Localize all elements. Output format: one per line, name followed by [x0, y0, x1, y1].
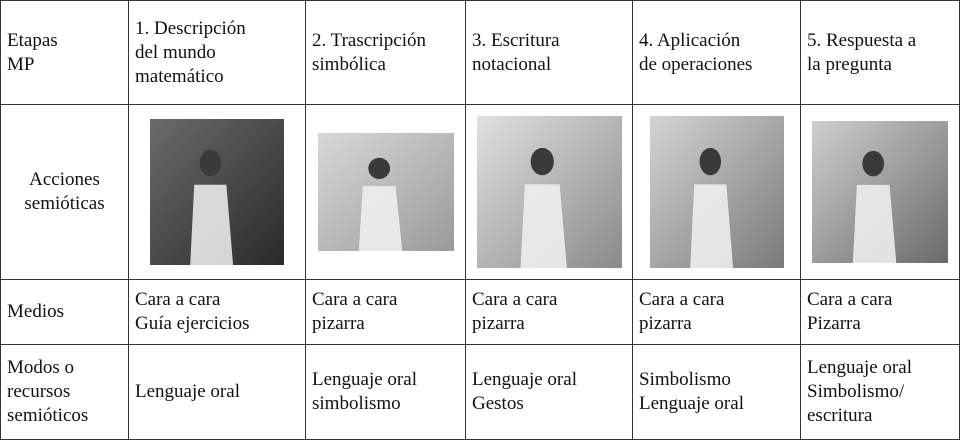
header-cell: 2. Trascripción simbólica [305, 0, 466, 105]
photo [476, 116, 622, 268]
cell: Cara a cara pizarra [632, 279, 801, 345]
photo-cell [632, 104, 801, 280]
cell-line: pizarra [639, 313, 692, 334]
cell-line: Cara a cara [312, 289, 398, 310]
row-label: Medios [0, 279, 129, 345]
cell-line: 4. Aplicación [639, 29, 741, 51]
header-cell: 3. Escritura notacional [465, 0, 633, 105]
header-row: Etapas MP 1. Descripción del mundo matemátic… [0, 0, 960, 105]
cell-line: Medios [7, 301, 64, 322]
cell-line: 2. Trascripción [312, 29, 426, 51]
header-cell: 1. Descripción del mundo matemático [128, 0, 306, 105]
cell-line: Cara a cara [135, 289, 221, 310]
cell-line: Simbolismo/ [807, 381, 905, 402]
cell-line: Lenguaje oral [807, 357, 912, 378]
cell-line: simbolismo [312, 393, 401, 414]
photo-cell [305, 104, 466, 280]
cell-line: Etapas [7, 29, 58, 51]
cell: Cara a cara Pizarra [800, 279, 960, 345]
cell-line: Guía ejercicios [135, 313, 250, 334]
cell-line: pizarra [312, 313, 365, 334]
photo-cell [800, 104, 960, 280]
photo [150, 119, 284, 265]
cell-line: 3. Escritura [472, 29, 560, 51]
cell: Cara a cara Guía ejercicios [128, 279, 306, 345]
photo-cell [465, 104, 633, 280]
cell: Cara a cara pizarra [465, 279, 633, 345]
cell-line: 5. Respuesta a [807, 29, 917, 51]
cell: Lenguaje oral Gestos [465, 344, 633, 440]
cell-line: Cara a cara [472, 289, 558, 310]
cell-line: Modos o [7, 357, 75, 378]
cell-line: notacional [472, 53, 552, 75]
cell-line: la pregunta [807, 53, 892, 75]
table-row: Modos o recursos semióticos Lenguaje oral Le… [0, 344, 960, 440]
cell-line: pizarra [472, 313, 525, 334]
cell-line: Lenguaje oral [472, 369, 577, 390]
photo [649, 116, 784, 268]
cell-line: Lenguaje oral [312, 369, 417, 390]
cell-line: Simbolismo [639, 369, 731, 390]
cell-line: 1. Descripción [135, 17, 246, 39]
cell-line: escritura [807, 405, 873, 426]
header-cell: Etapas MP [0, 0, 129, 105]
cell: Cara a cara pizarra [305, 279, 466, 345]
cell-line: Cara a cara [639, 289, 725, 310]
photo-cell [128, 104, 306, 280]
cell-line: simbólica [312, 53, 386, 75]
cell-line: semióticas [24, 193, 105, 214]
cell-line: Gestos [472, 393, 524, 414]
cell: Lenguaje oral Simbolismo/escritura [800, 344, 960, 440]
cell-line: Cara a cara [807, 289, 893, 310]
photo [812, 121, 948, 263]
cell-line: MP [7, 53, 35, 75]
header-cell: 5. Respuesta a la pregunta [800, 0, 960, 105]
cell-line: de operaciones [639, 53, 753, 75]
cell: Lenguaje oral simbolismo [305, 344, 466, 440]
cell-line: semióticos [7, 405, 89, 426]
header-cell: 4. Aplicación de operaciones [632, 0, 801, 105]
cell-line: Lenguaje oral [639, 393, 744, 414]
cell: Simbolismo Lenguaje oral [632, 344, 801, 440]
cell-line: Pizarra [807, 313, 861, 334]
cell-line: Lenguaje oral [135, 381, 240, 402]
cell-line: matemático [135, 65, 224, 87]
table-row: Acciones semióticas [0, 104, 960, 280]
cell: Lenguaje oral [128, 344, 306, 440]
cell-line: Acciones [29, 169, 100, 190]
row-label: Modos o recursos semióticos [0, 344, 129, 440]
cell-line: recursos [7, 381, 71, 402]
photo [317, 133, 454, 251]
cell-line: del mundo [135, 41, 216, 63]
table-row: Medios Cara a cara Guía ejercicios Cara a c… [0, 279, 960, 345]
row-label: Acciones semióticas [0, 104, 129, 280]
